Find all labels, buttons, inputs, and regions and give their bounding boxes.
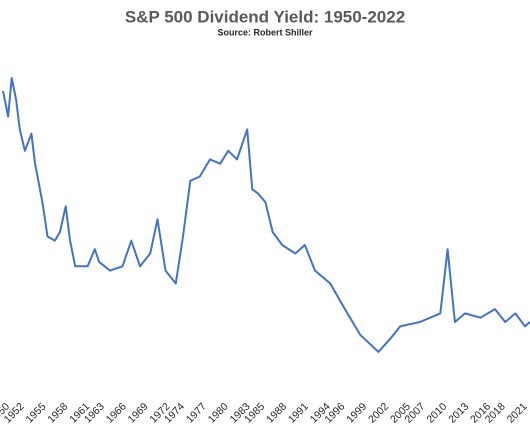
- x-tick-label: 2010: [424, 400, 449, 425]
- x-tick-label: 2002: [366, 400, 391, 425]
- x-tick-label: 1980: [206, 400, 231, 425]
- x-tick-label: 1988: [264, 400, 289, 425]
- x-tick-label: 1977: [184, 400, 209, 425]
- x-tick-label: 2021: [505, 400, 530, 425]
- x-tick-label: 1999: [344, 400, 369, 425]
- data-line: [2, 77, 530, 353]
- chart-title: S&P 500 Dividend Yield: 1950-2022: [125, 7, 405, 26]
- x-tick-label: 1958: [45, 400, 70, 425]
- x-tick-label: 1969: [126, 400, 151, 425]
- x-tick-label: 1966: [104, 400, 129, 425]
- chart-subtitle: Source: Robert Shiller: [217, 27, 313, 37]
- x-tick-label: 2013: [446, 400, 471, 425]
- x-tick-label: 1991: [286, 400, 311, 425]
- x-tick-label: 1955: [24, 400, 49, 425]
